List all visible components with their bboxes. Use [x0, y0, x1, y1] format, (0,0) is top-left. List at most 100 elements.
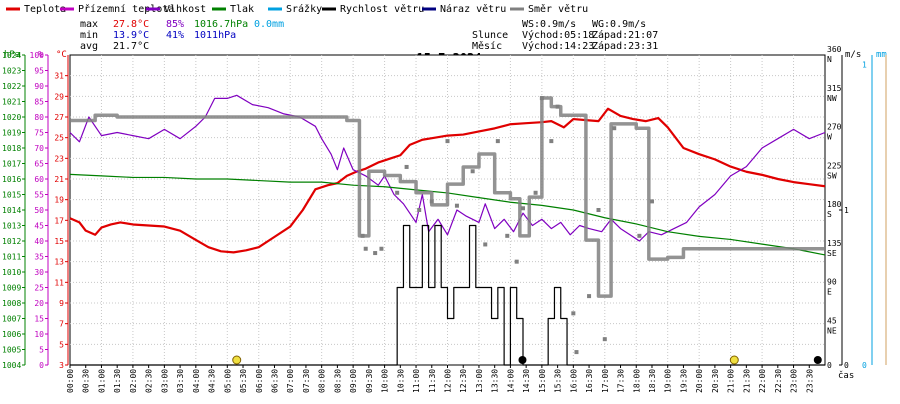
- wind-dir-sample: [574, 350, 579, 355]
- wind-dir-tick-name: SE: [827, 249, 837, 258]
- temperature-tick-label: 19: [54, 196, 64, 205]
- wind-dir-sample: [571, 311, 576, 316]
- pressure-tick-label: 1009: [2, 284, 21, 293]
- temperature-tick-label: 13: [54, 258, 64, 267]
- x-tick-label: 16:00: [569, 369, 578, 393]
- temperature-unit: °C: [56, 50, 67, 60]
- pressure-tick-label: 1013: [2, 222, 21, 231]
- humidity-tick-label: 100: [30, 51, 45, 60]
- pressure-tick-label: 1008: [2, 299, 21, 308]
- pressure-tick-label: 1019: [2, 129, 21, 138]
- x-tick-label: 14:00: [506, 369, 515, 393]
- wind-dir-sample: [429, 199, 434, 204]
- x-tick-label: 23:30: [805, 369, 814, 393]
- humidity-tick-label: 15: [34, 315, 44, 324]
- wind-dir-sample: [521, 206, 525, 211]
- wind-dir-tick-label: 90: [827, 278, 837, 287]
- x-tick-label: 11:30: [428, 369, 437, 393]
- pressure-tick-label: 1004: [2, 361, 21, 370]
- wind-dir-tick-label: 315: [827, 84, 842, 93]
- series-layer: [69, 94, 826, 366]
- wind-dir-tick-label: 135: [827, 239, 842, 248]
- wind-dir-sample: [483, 242, 488, 247]
- x-tick-label: 21:30: [742, 369, 751, 393]
- x-tick-label: 13:00: [475, 369, 484, 393]
- wind-dir-sample: [470, 169, 475, 174]
- humidity-tick-label: 45: [34, 222, 44, 231]
- x-tick-label: 09:30: [365, 369, 374, 393]
- wind-dir-tick-name: SW: [827, 171, 837, 180]
- temperature-tick-label: 11: [54, 278, 64, 287]
- wind-dir-sample: [495, 139, 500, 144]
- wind-dir-sample: [539, 96, 544, 101]
- temperature-tick-label: 3: [59, 361, 64, 370]
- wind-dir-sample: [454, 203, 459, 208]
- pressure-tick-label: 1018: [2, 144, 21, 153]
- stat-moon-rise: Východ:14:23: [522, 40, 594, 52]
- pressure-tick-label: 1014: [2, 206, 21, 215]
- wind-dir-sample: [649, 199, 654, 204]
- temperature-tick-label: 21: [54, 175, 64, 184]
- x-tick-label: 03:30: [176, 369, 185, 393]
- pressure-tick-label: 1022: [2, 82, 21, 91]
- wind-dir-tick-label: 45: [827, 316, 837, 325]
- x-tick-label: 17:00: [601, 369, 610, 393]
- wind-dir-sample: [417, 208, 422, 212]
- humidity-tick-label: 95: [34, 67, 44, 76]
- legend-label-5: Rychlost větru: [340, 3, 424, 15]
- x-tick-label: 07:00: [286, 369, 295, 393]
- humidity-tick-label: 30: [34, 268, 44, 277]
- humidity-tick-label: 50: [34, 206, 44, 215]
- x-tick-label: 06:00: [255, 369, 264, 393]
- humidity-tick-label: 35: [34, 253, 44, 262]
- x-axis: 00:00 00:30 01:00 01:30 02:00 02:30 03:00 03:30…: [66, 365, 814, 393]
- temperature-tick-label: 9: [59, 299, 64, 308]
- stat-max-hum: 85%: [166, 19, 184, 30]
- stat-min-press: 1011hPa: [194, 30, 236, 41]
- x-tick-label: 15:00: [538, 369, 547, 393]
- humidity-tick-label: 85: [34, 98, 44, 107]
- pressure-tick-label: 1007: [2, 315, 21, 324]
- x-tick-label: 16:30: [585, 369, 594, 393]
- humidity-tick-label: 25: [34, 284, 44, 293]
- x-tick-label: 05:30: [239, 369, 248, 393]
- wind-dir-sample: [373, 251, 378, 256]
- stat-min-hum: 41%: [166, 30, 184, 41]
- pressure-unit: hPa: [4, 50, 20, 60]
- wind-dir-sample: [587, 294, 592, 299]
- wind-dir-sample: [533, 190, 538, 195]
- x-tick-label: 08:30: [333, 369, 342, 393]
- x-tick-label: 15:30: [554, 369, 563, 393]
- wind-dir-sample: [360, 233, 365, 238]
- pressure-tick-label: 1024: [2, 51, 21, 60]
- humidity-tick-label: 20: [34, 299, 44, 308]
- wind-dir-sample: [549, 139, 554, 144]
- temperature-tick-label: 25: [54, 134, 64, 143]
- stat-max-rain: 0.0mm: [254, 19, 284, 30]
- wind-dir-sample: [602, 337, 607, 342]
- wind-dir-sample: [505, 233, 510, 238]
- sunrise-marker: [232, 355, 242, 365]
- x-tick-label: 14:30: [522, 369, 531, 393]
- temperature-tick-label: 15: [54, 237, 64, 246]
- pressure-tick-label: 1010: [2, 268, 21, 277]
- wind-dir-tick-name: E: [827, 288, 832, 297]
- series-4: [70, 96, 825, 298]
- wind-dir-tick-label: 180: [827, 200, 842, 209]
- wind-speed-tick-label: 0: [844, 361, 849, 370]
- x-tick-label: 02:00: [129, 369, 138, 393]
- wind-dir-tick-name: S: [827, 210, 832, 219]
- wind-dir-sample: [555, 104, 560, 109]
- x-tick-label: 23:00: [790, 369, 799, 393]
- wind-dir-sample: [612, 126, 617, 131]
- sunset-marker: [729, 355, 739, 365]
- humidity-tick-label: 10: [34, 330, 44, 339]
- wind-speed-tick-label: 1: [844, 206, 849, 215]
- wind-dir-sample: [596, 208, 601, 212]
- x-tick-label: 18:00: [632, 369, 641, 393]
- x-tick-label: 22:30: [774, 369, 783, 393]
- legend-label-3: Tlak: [230, 4, 254, 15]
